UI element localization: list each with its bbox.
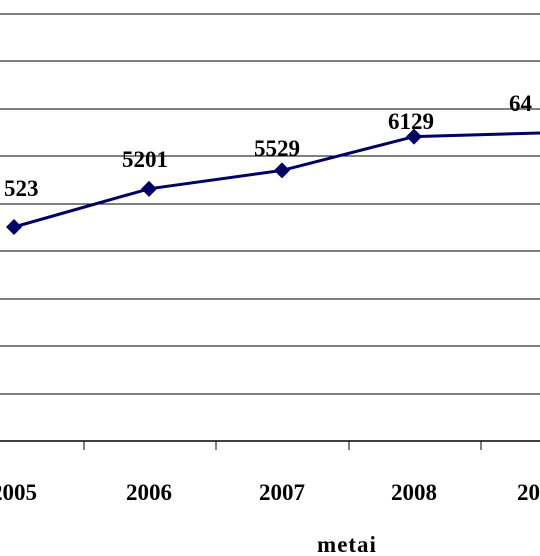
data-label: 523 bbox=[4, 176, 39, 201]
data-label: 64 bbox=[509, 91, 533, 116]
x-tick-label: 2007 bbox=[259, 480, 305, 505]
x-tick-label: 2006 bbox=[126, 480, 172, 505]
x-axis-ticks bbox=[83, 441, 482, 450]
x-axis-title: metai bbox=[317, 532, 377, 556]
x-tick-label: 2009 bbox=[517, 480, 540, 505]
x-tick-label: 2005 bbox=[0, 480, 37, 505]
series-markers bbox=[6, 128, 422, 235]
data-label: 5529 bbox=[254, 136, 300, 161]
data-label: 6129 bbox=[388, 109, 434, 134]
data-point-marker bbox=[141, 180, 157, 197]
data-point-marker bbox=[6, 219, 22, 235]
data-labels: 523 5201 5529 6129 64 bbox=[4, 91, 533, 201]
data-point-marker bbox=[274, 162, 290, 179]
x-tick-labels: 2005 2006 2007 2008 2009 bbox=[0, 480, 540, 505]
x-tick-label: 2008 bbox=[391, 480, 437, 505]
gridlines bbox=[0, 13, 540, 395]
data-point-marker bbox=[406, 128, 422, 145]
data-label: 5201 bbox=[122, 147, 168, 172]
